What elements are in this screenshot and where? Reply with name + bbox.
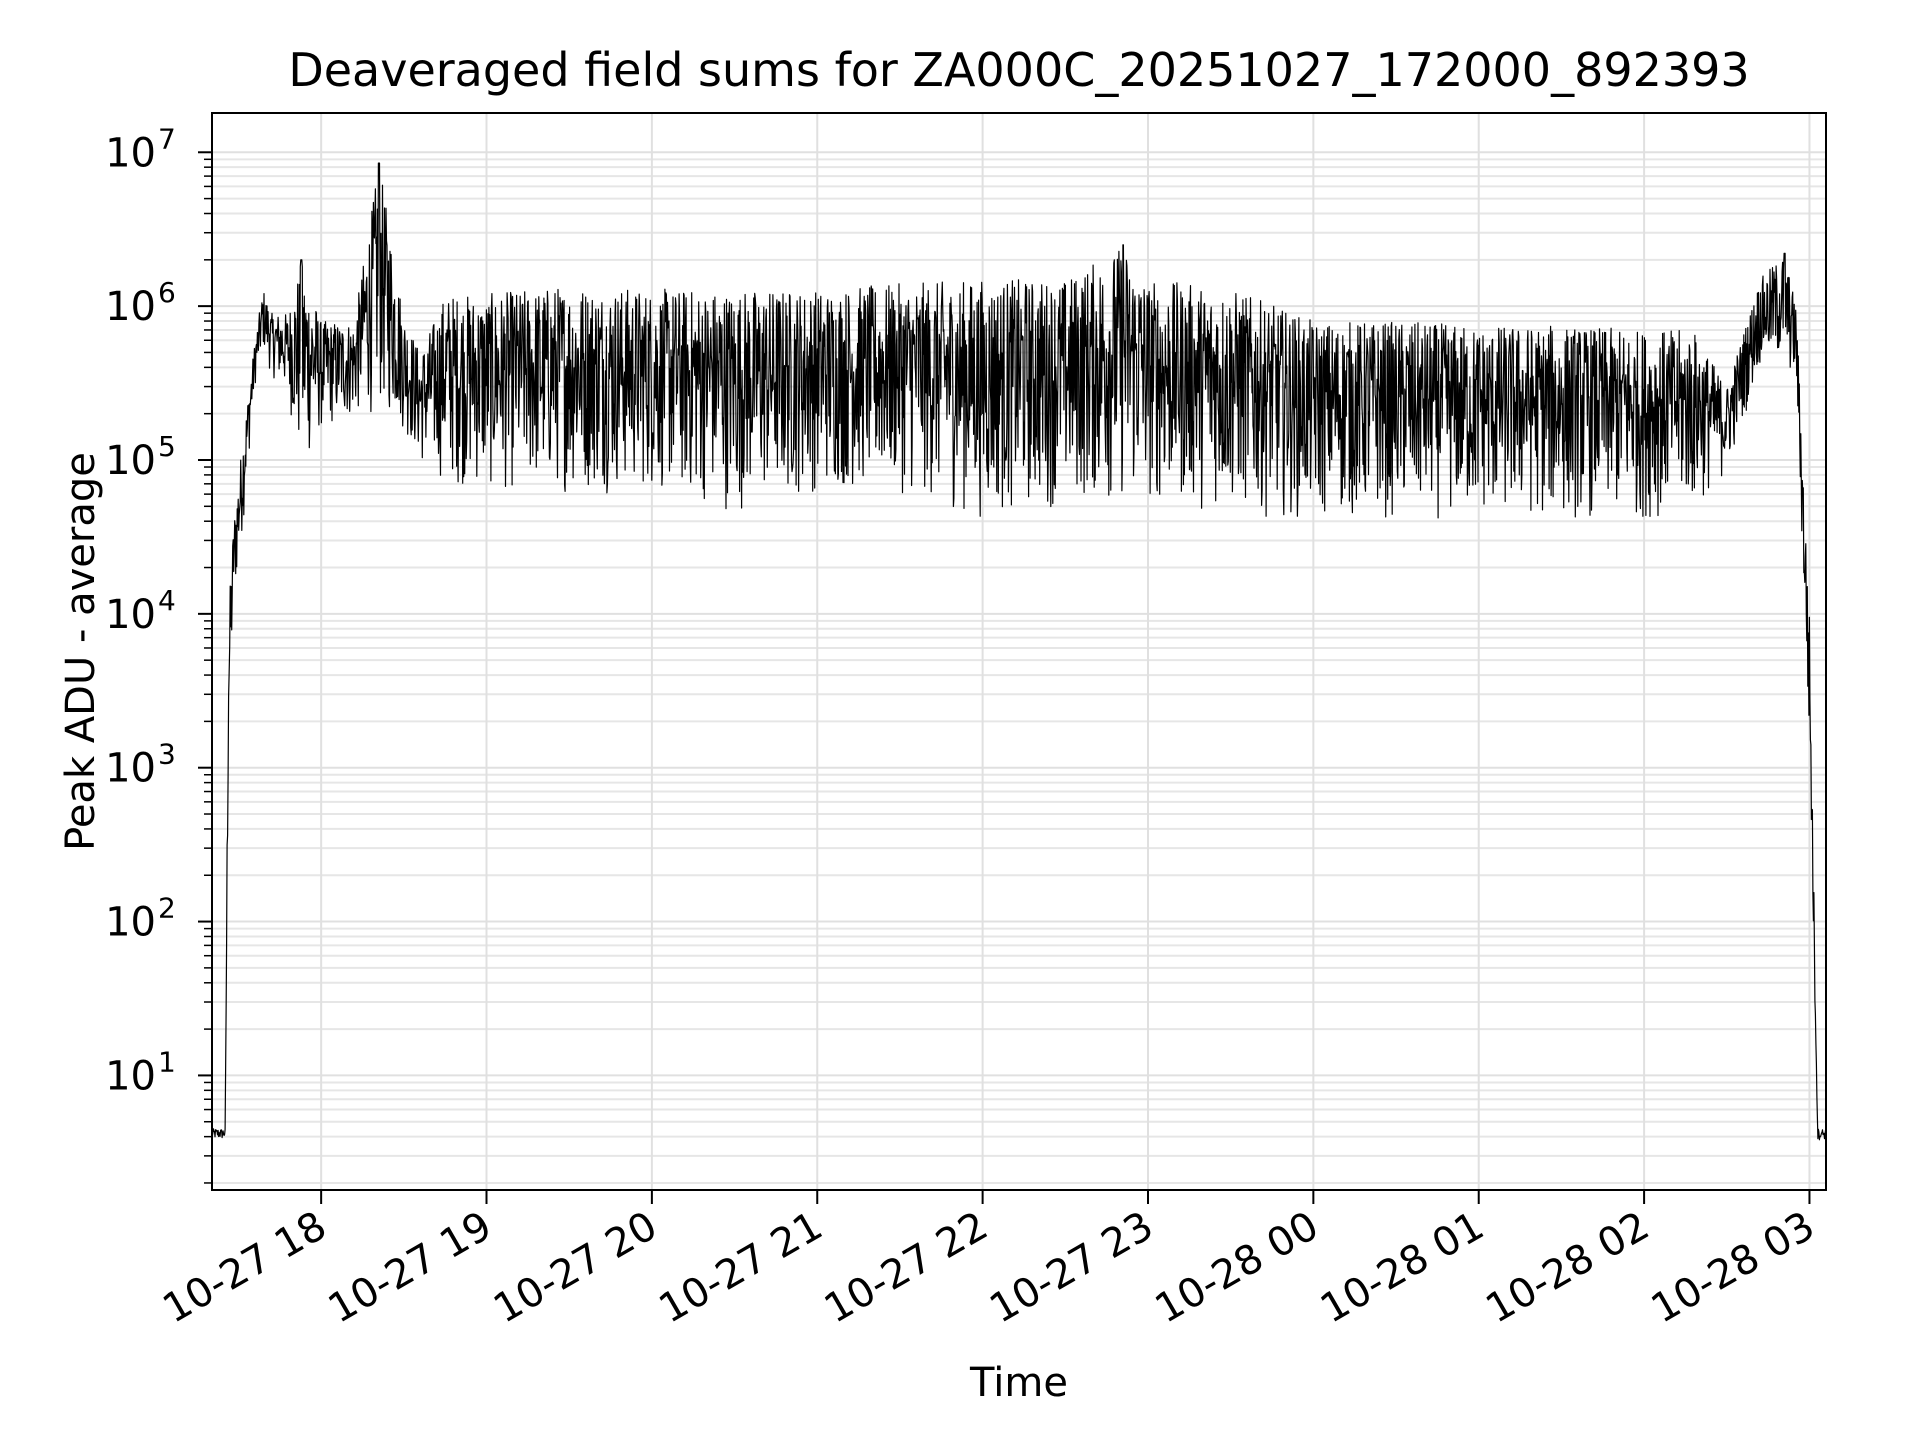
y-tick-label: 10 [105,284,156,330]
y-tick-exponent: 1 [158,1045,176,1078]
y-axis-label: Peak ADU - average [58,452,104,851]
x-axis-label: Time [969,1360,1068,1406]
y-tick-label: 10 [105,746,156,792]
y-tick-label: 10 [105,1053,156,1099]
y-tick-exponent: 2 [158,892,176,925]
y-tick-exponent: 3 [158,738,176,771]
series-line [211,162,1827,1141]
y-tick-label: 10 [105,900,156,946]
data-series [211,162,1827,1141]
y-tick-exponent: 4 [158,584,176,617]
grid [212,113,1826,1190]
chart-title: Deaveraged field sums for ZA000C_2025102… [288,43,1749,97]
y-tick-label: 10 [105,130,156,176]
y-tick-exponent: 5 [158,430,176,463]
tick-marks [198,151,1811,1204]
y-tick-label: 10 [105,438,156,484]
y-tick-exponent: 7 [158,122,176,155]
y-tick-label: 10 [105,592,156,638]
y-tick-exponent: 6 [158,276,176,309]
axes-frame [211,112,1827,1191]
